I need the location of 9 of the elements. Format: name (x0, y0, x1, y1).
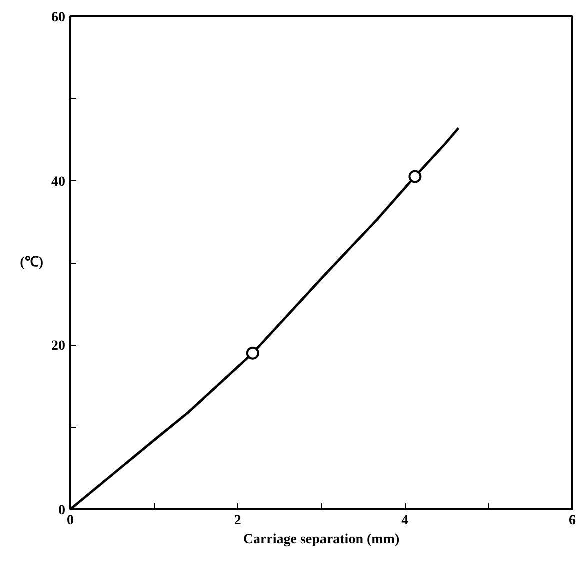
y-tick-label: 20 (52, 339, 66, 354)
x-axis-title: Carriage separation (mm) (243, 532, 400, 548)
y-tick-label: 0 (58, 504, 66, 518)
x-tick-label: 4 (402, 514, 409, 528)
x-tick-label: 6 (569, 514, 576, 528)
y-tick-label: 60 (52, 10, 66, 26)
y-tick-label: 40 (52, 174, 66, 190)
y-axis-title: (℃) (20, 256, 44, 270)
x-tick-label: 2 (234, 514, 242, 528)
